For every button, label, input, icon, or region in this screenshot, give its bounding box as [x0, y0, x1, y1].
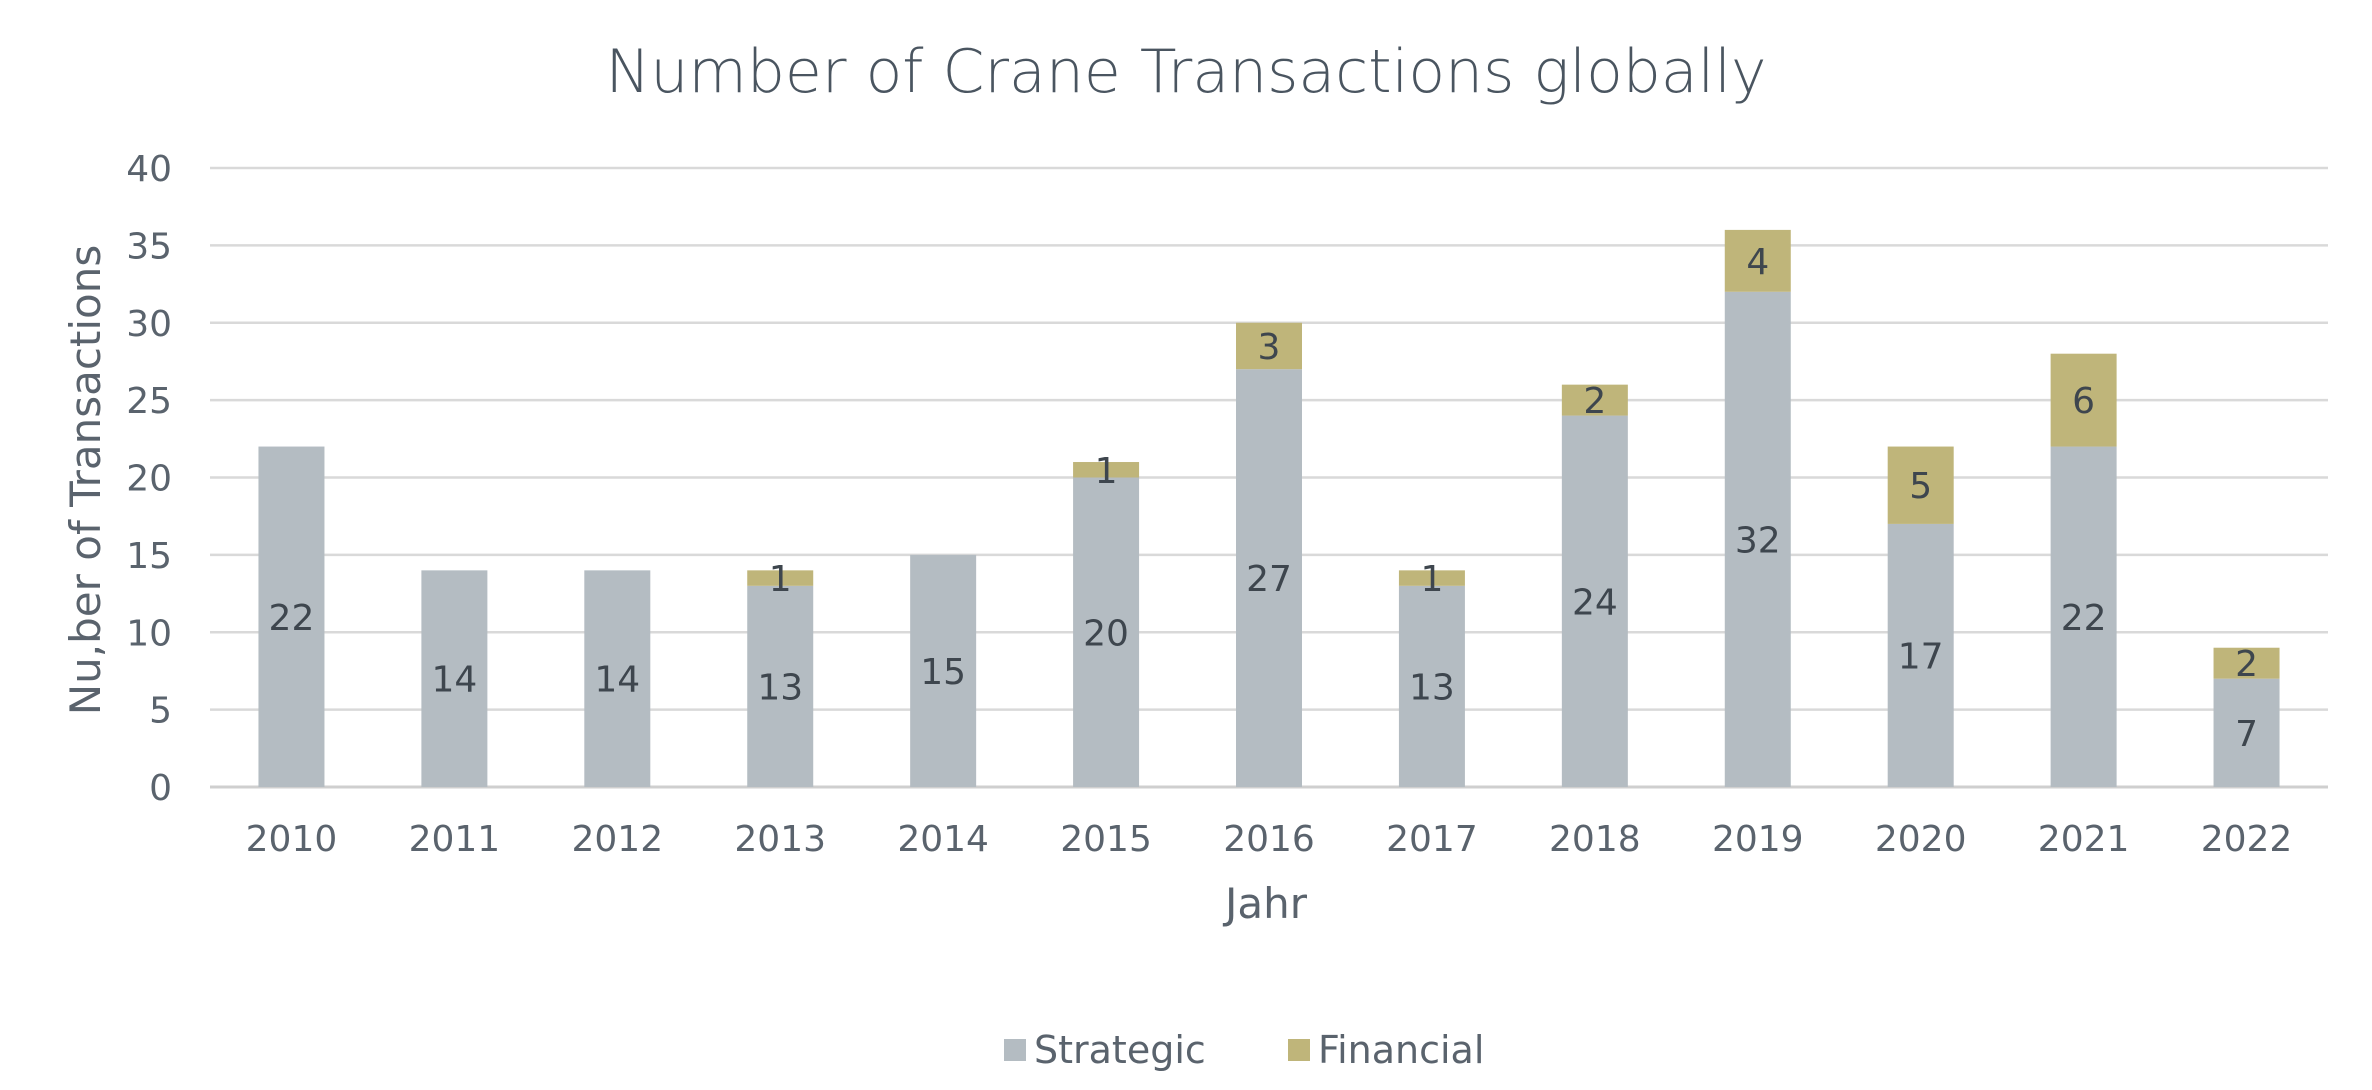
y-tick-label: 15 [126, 536, 172, 577]
x-tick-label-2018: 2018 [1549, 819, 1641, 860]
data-label-strategic-2018: 24 [1572, 582, 1618, 623]
data-label-financial-2019: 4 [1746, 242, 1769, 283]
bar-strategic-2020 [1887, 523, 1954, 787]
bar-strategic-2018 [1561, 415, 1628, 787]
x-tick-label-2021: 2021 [2038, 819, 2130, 860]
data-label-financial-2018: 2 [1583, 381, 1606, 422]
legend-swatch-financial [1288, 1039, 1310, 1061]
legend-label-strategic: Strategic [1034, 1028, 1206, 1072]
x-tick-label-2015: 2015 [1060, 819, 1152, 860]
legend: Strategic Financial [1004, 1028, 1484, 1072]
x-tick-label-2011: 2011 [409, 819, 501, 860]
bar-financial-2018 [1561, 384, 1628, 416]
data-label-financial-2015: 1 [1095, 451, 1118, 492]
legend-label-financial: Financial [1318, 1028, 1484, 1072]
y-tick-label: 10 [126, 613, 172, 654]
data-label-financial-2021: 6 [2072, 381, 2095, 422]
x-tick-label-2017: 2017 [1386, 819, 1478, 860]
bar-financial-2022 [2213, 647, 2280, 679]
bar-strategic-2019 [1724, 291, 1791, 787]
legend-swatch-strategic [1004, 1039, 1026, 1061]
bar-financial-2020 [1887, 446, 1954, 524]
y-axis-ticks: 0 5 10 15 20 25 30 35 40 [126, 149, 172, 809]
data-label-financial-2017: 1 [1420, 559, 1443, 600]
bar-strategic-2022 [2213, 678, 2280, 787]
y-tick-label: 5 [149, 691, 172, 732]
y-tick-label: 25 [126, 381, 172, 422]
data-label-strategic-2022: 7 [2235, 714, 2258, 755]
x-tick-label-2014: 2014 [897, 819, 989, 860]
x-tick-label-2013: 2013 [734, 819, 826, 860]
data-label-strategic-2020: 17 [1898, 636, 1944, 677]
x-tick-label-2010: 2010 [246, 819, 338, 860]
data-label-strategic-2016: 27 [1246, 559, 1292, 600]
data-label-financial-2020: 5 [1909, 466, 1932, 507]
y-axis-title: Nu,ber of Transactions [61, 245, 110, 716]
bar-strategic-2010 [258, 446, 325, 787]
x-axis-ticks: 2010 2011 2012 2013 2014 2015 2016 2017 2018 2019… [246, 819, 2293, 860]
data-label-strategic-2019: 32 [1735, 520, 1781, 561]
data-label-strategic-2012: 14 [594, 660, 640, 701]
data-labels: 22 14 14 13 1 15 20 1 27 3 13 1 24 2 32 4 17 5 22 6 7 2 [269, 242, 2258, 755]
data-label-strategic-2013: 13 [757, 667, 803, 708]
x-tick-label-2019: 2019 [1712, 819, 1804, 860]
bar-financial-2019 [1724, 229, 1791, 292]
x-tick-label-2022: 2022 [2201, 819, 2293, 860]
data-label-strategic-2021: 22 [2061, 598, 2107, 639]
bar-financial-2017 [1398, 570, 1465, 586]
y-tick-label: 0 [149, 768, 172, 809]
bar-strategic-2014 [910, 554, 977, 787]
y-tick-label: 40 [126, 149, 172, 190]
bar-financial-2015 [1073, 462, 1140, 478]
y-tick-label: 30 [126, 304, 172, 345]
x-tick-label-2016: 2016 [1223, 819, 1315, 860]
bar-strategic-2021 [2050, 446, 2117, 787]
y-tick-label: 20 [126, 459, 172, 500]
data-label-strategic-2014: 15 [920, 652, 966, 693]
data-label-financial-2013: 1 [769, 559, 792, 600]
data-label-strategic-2015: 20 [1083, 613, 1129, 654]
data-label-financial-2022: 2 [2235, 644, 2258, 685]
bar-strategic-2013 [747, 585, 814, 787]
bar-financial-2013 [747, 570, 814, 586]
data-label-strategic-2017: 13 [1409, 667, 1455, 708]
y-tick-label: 35 [126, 226, 172, 267]
bar-financial-2016 [1236, 322, 1302, 370]
bar-financial-2021 [2050, 353, 2117, 447]
bars [258, 229, 2280, 787]
bar-strategic-2011 [421, 570, 488, 787]
data-label-strategic-2011: 14 [431, 660, 477, 701]
x-tick-label-2020: 2020 [1875, 819, 1967, 860]
chart-title: Number of Crane Transactions globally [605, 37, 1766, 107]
bar-strategic-2015 [1073, 477, 1140, 787]
data-label-financial-2016: 3 [1258, 327, 1281, 368]
x-tick-label-2012: 2012 [571, 819, 663, 860]
x-axis-title: Jahr [1222, 879, 1308, 928]
data-label-strategic-2010: 22 [269, 598, 315, 639]
bar-strategic-2016 [1236, 369, 1302, 787]
bar-strategic-2012 [584, 570, 651, 787]
bar-strategic-2017 [1398, 585, 1465, 787]
